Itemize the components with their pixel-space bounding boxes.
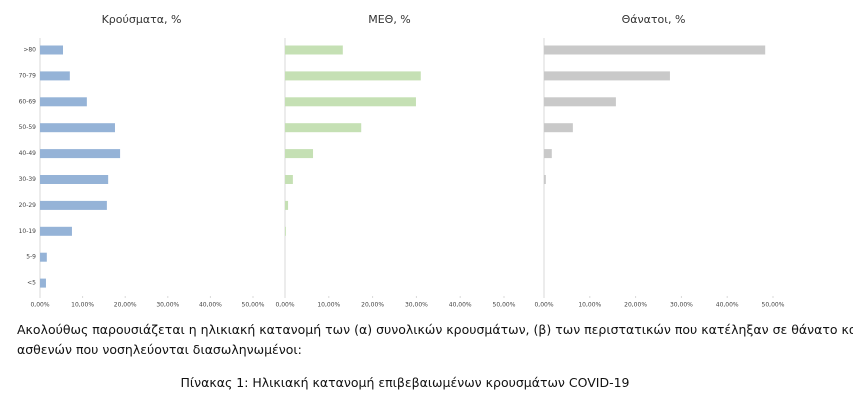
bar [285,200,289,210]
y-tick-label: 30-39 [19,176,37,183]
caption: Πίνακας 1: Ηλικιακή κατανομή επιβεβαιωμέ… [180,375,629,390]
bar [544,149,552,159]
y-tick-label: 10-19 [19,228,37,235]
x-tick-label: 50,00% [493,302,516,309]
paragraph-line: Ακολούθως παρουσιάζεται η ηλικιακή καταν… [17,322,853,337]
x-tick-label: 0,00% [275,302,294,309]
bar [40,71,70,81]
x-tick-label: 10,00% [71,302,94,309]
y-tick-label: 5-9 [26,254,36,261]
x-tick-label: 40,00% [716,302,739,309]
y-tick-label: 70-79 [19,72,37,79]
x-tick-label: 30,00% [405,302,428,309]
x-tick-label: 0,00% [30,302,49,309]
y-tick-label: 50-59 [19,124,37,131]
y-tick-label: >80 [23,47,36,54]
bar [285,123,362,133]
bar [40,278,46,288]
x-tick-label: 20,00% [624,302,647,309]
x-tick-label: 30,00% [670,302,693,309]
bar [40,123,115,133]
y-tick-label: <5 [27,280,36,287]
bar [285,149,314,159]
chart-title: Κρούσματα, % [102,13,182,26]
x-tick-label: 20,00% [114,302,137,309]
x-tick-label: 40,00% [199,302,222,309]
x-tick-label: 10,00% [578,302,601,309]
bar [285,226,286,236]
x-tick-label: 0,00% [534,302,553,309]
chart-title: ΜΕΘ, % [368,13,411,26]
bar [544,123,573,133]
bar [544,97,616,107]
bar [40,252,47,262]
x-tick-label: 50,00% [762,302,785,309]
y-tick-label: 40-49 [19,150,37,157]
bar [40,200,107,210]
bar [544,71,670,81]
paragraph-line: ασθενών που νοσηλεύονται διασωληνωμένοι: [17,342,302,357]
x-tick-label: 50,00% [242,302,265,309]
bar [40,226,72,236]
bar [544,175,546,184]
y-tick-label: 60-69 [19,98,37,105]
bar [544,45,766,55]
x-tick-label: 40,00% [449,302,472,309]
bar [40,45,64,55]
bar [285,97,416,107]
bar [40,149,121,159]
bar [40,175,109,184]
bar [285,71,421,81]
x-tick-label: 10,00% [317,302,340,309]
bar [40,97,87,107]
x-tick-label: 30,00% [156,302,179,309]
bar [285,175,293,184]
bar [285,45,343,55]
chart-title: Θάνατοι, % [622,13,686,26]
x-tick-label: 20,00% [361,302,384,309]
y-tick-label: 20-29 [19,202,37,209]
